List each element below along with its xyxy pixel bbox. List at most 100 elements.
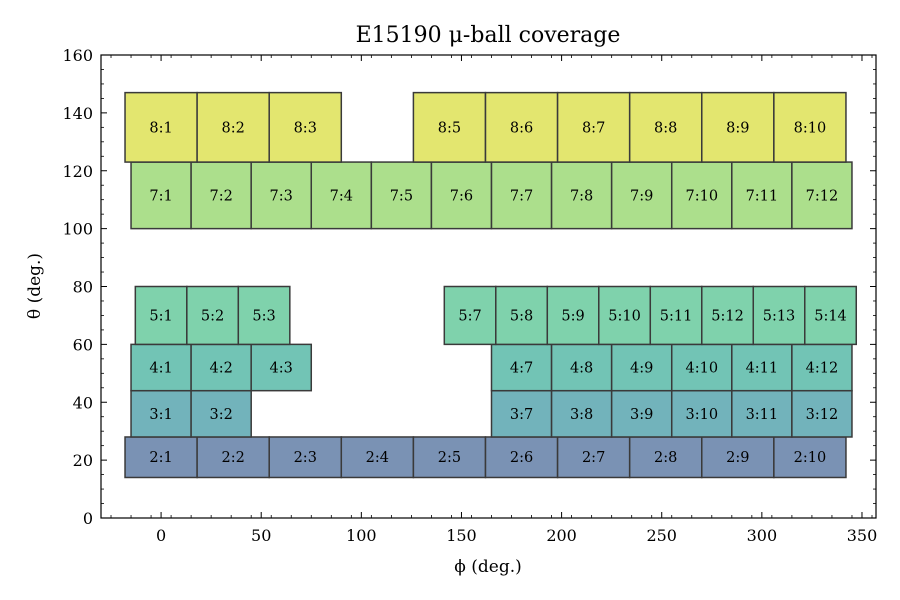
cell-label: 7:10 [685,188,718,204]
cell-label: 5:8 [510,308,533,324]
y-tick-label: 20 [73,451,93,470]
x-axis-label: ϕ (deg.) [454,557,522,577]
cell-2-8 [628,436,703,479]
cell-2-10 [773,436,847,479]
cell-label: 7:9 [630,188,653,204]
cell-5-13 [752,285,806,346]
cell-label: 4:1 [149,361,172,377]
x-tick-label: 0 [156,526,166,545]
cell-label: 7:7 [510,188,533,204]
y-tick-label: 160 [62,46,93,65]
cell-3-7 [490,389,553,438]
cell-label: 2:5 [438,450,461,466]
cell-label: 5:14 [814,308,847,324]
cell-label: 8:7 [582,120,605,136]
cell-8-8 [628,91,703,163]
cell-label: 7:6 [450,188,473,204]
cell-label: 7:11 [746,188,779,204]
cell-5-12 [701,285,755,346]
cell-label: 4:12 [806,361,839,377]
cell-3-12 [791,389,853,438]
cell-label: 4:10 [685,361,718,377]
cell-2-6 [484,436,559,479]
ticks-layer: 0 50 100 150 200 250 300 350 0 20 40 60 80 100 120 140 1… [62,46,877,545]
cell-3-2 [190,389,252,438]
cell-label: 3:10 [685,407,718,423]
cell-2-1 [124,436,198,479]
cell-label: 8:3 [294,120,317,136]
cell-label: 2:2 [221,450,244,466]
cell-8-1 [124,91,198,163]
cell-label: 7:1 [149,188,172,204]
cell-label: 2:9 [726,450,749,466]
cell-label: 3:12 [806,407,839,423]
cell-label: 2:7 [582,450,605,466]
cell-7-3 [250,161,313,230]
y-tick-label: 60 [73,335,93,354]
x-tick-label: 100 [346,526,377,545]
cell-5-11 [649,285,703,346]
cell-8-10 [773,91,847,163]
cell-5-14 [804,285,858,346]
cell-label: 2:10 [794,450,827,466]
cell-label: 8:1 [149,120,172,136]
cell-label: 2:4 [366,450,389,466]
cell-label: 5:3 [252,308,275,324]
cell-5-10 [598,285,652,346]
y-tick-label: 100 [62,220,93,239]
cell-4-12 [791,343,853,392]
cell-label: 3:7 [510,407,533,423]
cell-label: 2:8 [654,450,677,466]
cell-label: 7:4 [330,188,353,204]
cell-label: 7:8 [570,188,593,204]
y-axis-label: θ (deg.) [25,253,45,319]
y-tick-label: 0 [83,509,93,528]
cell-4-2 [190,343,252,392]
cell-2-9 [701,436,775,479]
cell-label: 3:2 [209,407,232,423]
cell-label: 8:6 [510,120,533,136]
cell-5-7 [443,285,497,346]
cell-4-10 [670,343,733,392]
cell-label: 4:9 [630,361,653,377]
cell-label: 3:11 [746,407,779,423]
cell-label: 8:9 [726,120,749,136]
cell-label: 5:7 [458,308,481,324]
x-tick-label: 150 [446,526,477,545]
cell-label: 5:10 [608,308,641,324]
cell-label: 8:5 [438,120,461,136]
cell-5-2 [186,285,240,346]
cell-label: 7:5 [390,188,413,204]
y-tick-label: 120 [62,162,93,181]
cell-label: 7:2 [209,188,232,204]
cell-7-4 [310,161,373,230]
cell-label: 5:9 [561,308,584,324]
x-tick-label: 50 [251,526,271,545]
cell-3-11 [731,389,793,438]
x-tick-label: 350 [847,526,878,545]
cell-label: 5:11 [660,308,693,324]
cell-label: 2:6 [510,450,533,466]
x-tick-label: 300 [747,526,778,545]
cell-8-6 [484,91,559,163]
cell-label: 8:2 [221,120,244,136]
cell-3-10 [670,389,733,438]
cells-layer: 2:1 2:2 2:3 2:4 2:5 2:6 2:7 2:8 2:9 2:10 3:1 3:2 3:7… [124,91,858,479]
cell-label: 5:2 [201,308,224,324]
cell-label: 3:1 [149,407,172,423]
cell-label: 8:8 [654,120,677,136]
cell-label: 4:7 [510,361,533,377]
cell-7-10 [670,161,733,230]
cell-label: 2:3 [294,450,317,466]
cell-7-7 [490,161,553,230]
x-tick-label: 250 [646,526,677,545]
y-tick-label: 140 [62,104,93,123]
plot-frame [100,54,877,519]
cell-4-8 [550,343,613,392]
y-tick-label: 80 [73,278,93,297]
cell-label: 7:3 [270,188,293,204]
cell-2-5 [412,436,487,479]
cell-5-1 [134,285,188,346]
cell-8-7 [556,91,631,163]
cell-2-3 [268,436,343,479]
